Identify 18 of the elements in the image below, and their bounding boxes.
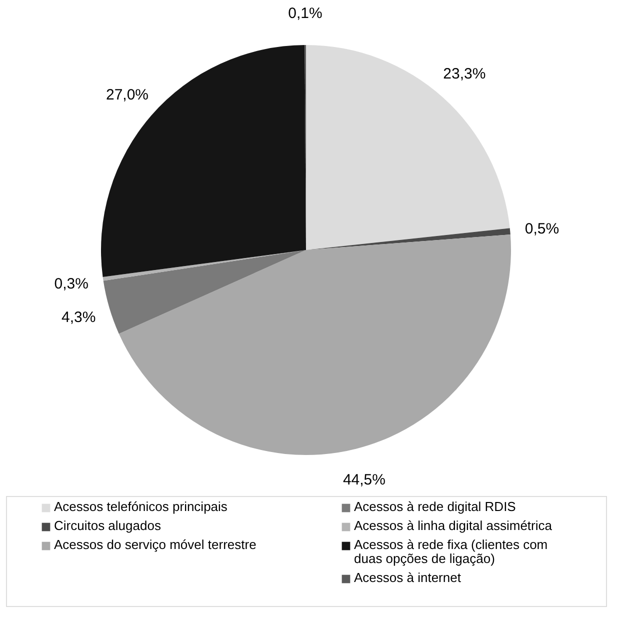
- pie-slice: [103, 250, 306, 334]
- data-label: 44,5%: [342, 472, 386, 489]
- pie-slice: [306, 45, 510, 250]
- legend-label: Circuitos alugados: [54, 518, 162, 533]
- pie-slice: [101, 45, 306, 277]
- data-label: 0,3%: [54, 275, 88, 292]
- data-label: 4,3%: [62, 308, 96, 326]
- legend-label: Acessos do serviço móvel terrestre: [54, 537, 256, 552]
- legend-label: Acessos à rede digital RDIS: [354, 499, 516, 514]
- pie-slice: [306, 228, 510, 250]
- data-label: 0,1%: [288, 5, 322, 22]
- legend-label: Acessos à internet: [354, 570, 462, 585]
- data-label: 27,0%: [106, 86, 149, 104]
- legend-label: Acessos à rede fixa (clientes com duas opções de ligação): [354, 537, 548, 566]
- data-label: 0,5%: [524, 220, 560, 238]
- legend-label: Acessos à linha digital assimétrica: [354, 518, 553, 533]
- data-label: 23,3%: [443, 66, 486, 83]
- legend-label: Acessos telefónicos principais: [54, 499, 228, 514]
